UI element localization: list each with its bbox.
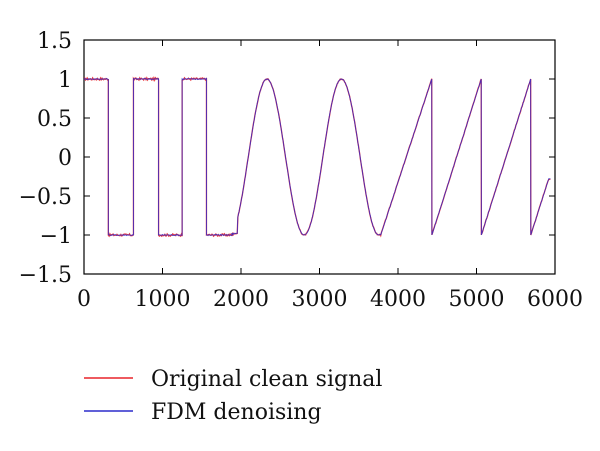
axis-tick-labels: 0 1000 2000 3000 4000 5000 6000 1.5 1 0.5 0 −0.5 −1 −… bbox=[19, 29, 583, 312]
x-tick-label: 5000 bbox=[449, 287, 505, 312]
x-tick-label: 6000 bbox=[527, 287, 583, 312]
x-tick-label: 0 bbox=[77, 287, 91, 312]
x-tick-label: 2000 bbox=[213, 287, 269, 312]
y-tick-label: 1 bbox=[58, 68, 72, 93]
x-tick-label: 3000 bbox=[292, 287, 348, 312]
y-tick-label: −1.5 bbox=[19, 263, 72, 288]
y-tick-label: 0.5 bbox=[37, 107, 72, 132]
x-tick-label: 4000 bbox=[370, 287, 426, 312]
series-line-original bbox=[83, 75, 551, 238]
legend: Original clean signal FDM denoising bbox=[84, 367, 382, 425]
y-tick-label: −0.5 bbox=[19, 185, 72, 210]
axis-ticks bbox=[83, 39, 556, 275]
y-tick-label: −1 bbox=[40, 224, 72, 249]
y-tick-label: 1.5 bbox=[37, 29, 72, 54]
legend-label: Original clean signal bbox=[151, 367, 382, 392]
plot-frame bbox=[83, 39, 556, 275]
legend-label: FDM denoising bbox=[151, 400, 322, 425]
series-lines bbox=[83, 75, 551, 238]
x-tick-label: 1000 bbox=[135, 287, 191, 312]
y-tick-label: 0 bbox=[58, 146, 72, 171]
series-line-fdm bbox=[83, 77, 551, 237]
